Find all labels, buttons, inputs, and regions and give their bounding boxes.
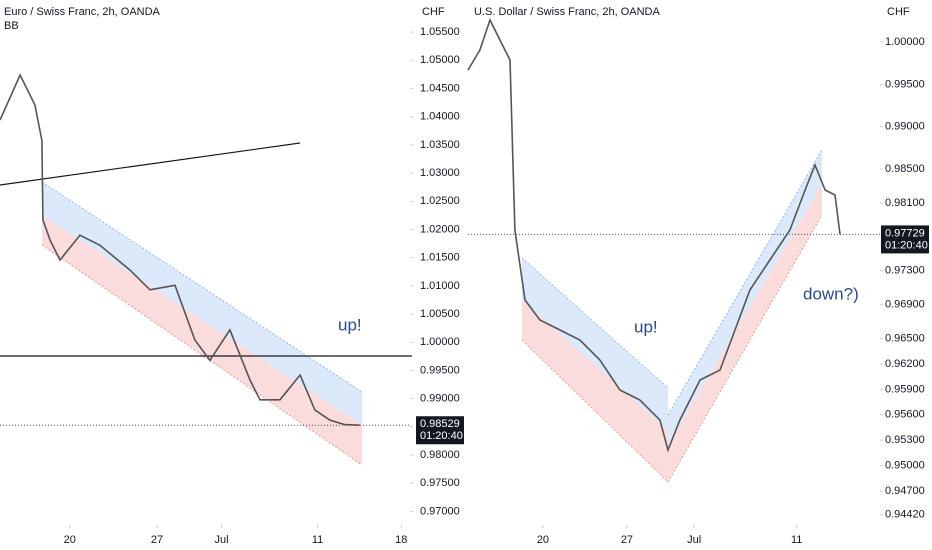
y-tick-label: 0.98000 [420, 449, 460, 461]
channel-lower [522, 300, 668, 482]
chart-title: U.S. Dollar / Swiss Franc, 2h, OANDA [474, 6, 660, 18]
x-tick-label: Jul [687, 534, 701, 546]
channel-edge [667, 149, 823, 416]
countdown: 01:20:40 [420, 430, 463, 442]
annotation: up! [634, 317, 658, 336]
x-tick-label: 11 [312, 534, 323, 546]
y-tick-label: 1.00500 [420, 308, 460, 320]
channel-upper [522, 258, 668, 430]
x-tick-label: 20 [537, 534, 549, 546]
y-tick-label: 0.95600 [885, 409, 925, 421]
y-tick-label: 0.96500 [885, 332, 925, 344]
y-tick-label: 1.04000 [420, 111, 460, 123]
countdown: 01:20:40 [885, 239, 928, 251]
channel-upper [42, 182, 362, 425]
y-tick-label: 0.99500 [420, 364, 460, 376]
y-tick-label: 1.00000 [885, 36, 925, 48]
x-tick-label: 27 [621, 534, 633, 546]
y-tick-label: 1.05500 [420, 26, 460, 38]
x-tick-label: 18 [395, 534, 407, 546]
channel-edge [521, 339, 669, 483]
y-tick-label: 1.01500 [420, 252, 460, 264]
indicator: BB [4, 20, 19, 32]
y-tick-label: 0.95000 [885, 460, 925, 472]
y-tick-label: 1.04500 [420, 82, 460, 94]
channel-lower [668, 185, 822, 482]
y-tick-label: 0.97300 [885, 265, 925, 277]
price-line [0, 73, 360, 426]
channel-edge [521, 257, 669, 389]
last-price-box [416, 416, 464, 445]
y-tick-label: 1.03000 [420, 167, 460, 179]
channel-edge [41, 244, 363, 466]
x-tick-label: 27 [151, 534, 163, 546]
annotation: down?) [803, 284, 859, 303]
y-tick-label: 1.02500 [420, 195, 460, 207]
y-tick-label: 0.98500 [885, 163, 925, 175]
y-tick-label: 0.96200 [885, 358, 925, 370]
channel-lower [42, 215, 362, 465]
chart-title: Euro / Swiss Franc, 2h, OANDA [4, 6, 161, 18]
y-tick-label: 1.05000 [420, 54, 460, 66]
y-tick-label: 0.95300 [885, 434, 925, 446]
y-tick-label: 1.02000 [420, 223, 460, 235]
channel-upper [668, 150, 822, 445]
y-tick-label: 0.96900 [885, 299, 925, 311]
currency: CHF [887, 6, 910, 18]
y-tick-label: 1.03500 [420, 139, 460, 151]
y-tick-label: 0.99500 [885, 78, 925, 90]
annotation: up! [338, 315, 362, 334]
last-price-label: 0.98529 [420, 418, 460, 430]
y-tick-label: 1.00000 [420, 336, 460, 348]
x-tick-label: 11 [791, 534, 802, 546]
last-price-label: 0.97729 [885, 227, 925, 239]
y-tick-label: 0.98100 [885, 197, 925, 209]
trend-line [0, 142, 301, 186]
y-tick-label: 1.01000 [420, 280, 460, 292]
y-tick-label: 0.97000 [420, 505, 460, 517]
price-line [467, 17, 841, 453]
last-price-box [881, 225, 929, 254]
x-tick-label: 20 [64, 534, 76, 546]
y-tick-label: 0.99000 [885, 121, 925, 133]
y-tick-label: 0.99000 [420, 393, 460, 405]
y-tick-label: 0.94700 [885, 485, 925, 497]
channel-edge [667, 214, 823, 483]
y-tick-label: 0.95900 [885, 383, 925, 395]
y-tick-label: 0.94420 [885, 509, 925, 521]
currency: CHF [422, 6, 445, 18]
x-tick-label: Jul [215, 534, 229, 546]
y-tick-label: 0.97500 [420, 477, 460, 489]
drawings [0, 142, 823, 483]
